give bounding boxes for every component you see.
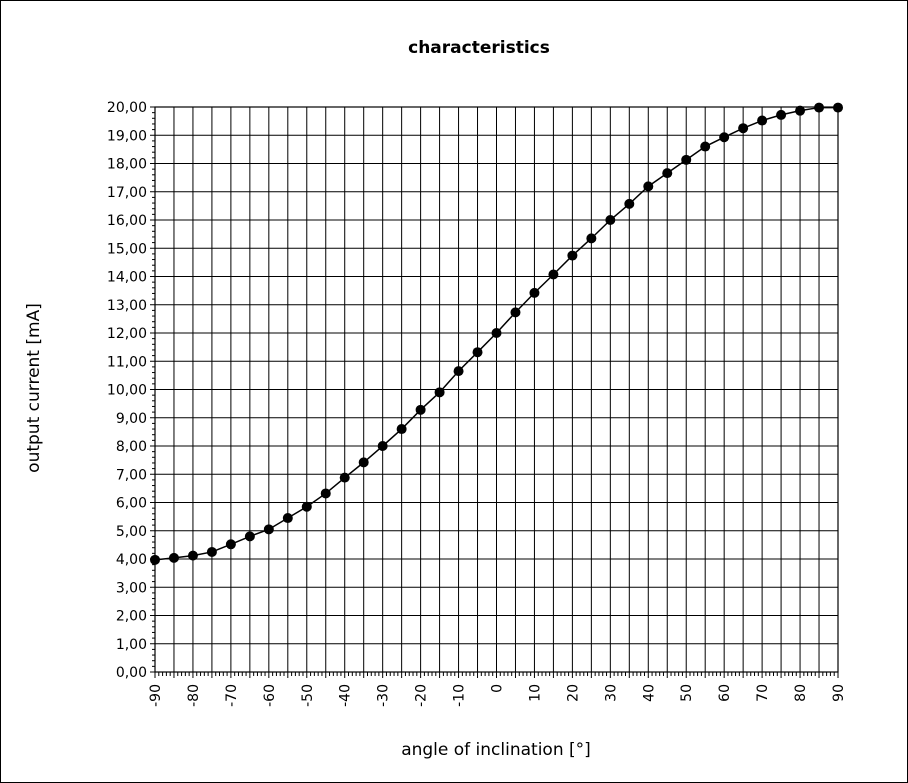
data-point [491, 328, 502, 338]
data-point [434, 387, 445, 398]
y-tick-label: 11,00 [107, 354, 147, 370]
data-point [510, 307, 521, 318]
x-tick-label: -40 [338, 684, 354, 707]
y-tick-label: 19,00 [107, 128, 147, 144]
x-tick-label: -50 [300, 684, 316, 707]
y-tick-label: 5,00 [116, 524, 147, 540]
data-point [187, 550, 198, 561]
data-point [681, 154, 692, 165]
x-tick-label: 30 [603, 684, 619, 702]
data-point [168, 552, 179, 563]
data-point [624, 198, 635, 209]
data-point [833, 102, 843, 113]
series [150, 102, 843, 565]
x-tick-label: -20 [414, 684, 430, 707]
y-tick-label: 8,00 [116, 439, 147, 455]
x-tick-label: 0 [490, 684, 506, 693]
data-point [415, 404, 426, 415]
data-point [586, 233, 597, 244]
y-tick-label: 17,00 [107, 185, 147, 201]
data-point [719, 132, 730, 143]
x-tick-label: 20 [565, 684, 581, 702]
data-point [814, 102, 825, 113]
y-tick-label: 9,00 [116, 411, 147, 427]
data-point [206, 546, 217, 557]
y-tick-label: 0,00 [116, 665, 147, 681]
y-tick-label: 4,00 [116, 552, 147, 568]
x-tick-label: -90 [148, 684, 164, 707]
x-tick-label: 70 [755, 684, 771, 702]
data-point [605, 215, 616, 225]
x-tick-label: 50 [679, 684, 695, 702]
data-point [320, 488, 331, 499]
y-tick-label: 10,00 [107, 383, 147, 399]
data-point [244, 531, 255, 542]
y-tick-label: 3,00 [116, 580, 147, 596]
x-tick-label: 40 [641, 684, 657, 702]
x-tick-label: -80 [186, 684, 202, 707]
y-tick-label: 13,00 [107, 298, 147, 314]
y-axis-label: output current [mA] [24, 303, 44, 473]
data-point [643, 181, 654, 192]
data-point [263, 524, 274, 535]
chart-title: characteristics [408, 38, 550, 58]
y-tick-label: 2,00 [116, 609, 147, 625]
x-tick-label: -30 [376, 684, 392, 707]
data-point [282, 513, 293, 524]
data-point [548, 269, 559, 280]
y-tick-label: 18,00 [107, 157, 147, 173]
data-point [776, 109, 787, 120]
data-point [529, 287, 540, 298]
x-tick-label: 90 [831, 684, 847, 702]
data-point [453, 366, 464, 377]
data-point [225, 539, 236, 550]
x-tick-label: -70 [224, 684, 240, 707]
y-tick-label: 14,00 [107, 270, 147, 286]
data-point [567, 250, 578, 261]
data-point [301, 501, 312, 512]
y-tick-label: 16,00 [107, 213, 147, 229]
x-tick-label: -60 [262, 684, 278, 707]
grid [155, 107, 838, 672]
x-tick-label: -10 [452, 684, 468, 707]
data-point [358, 457, 369, 468]
y-tick-label: 12,00 [107, 326, 147, 342]
y-tick-label: 6,00 [116, 496, 147, 512]
y-tick-label: 7,00 [116, 467, 147, 483]
data-point [150, 554, 160, 565]
y-tick-label: 1,00 [116, 637, 147, 653]
x-tick-label: 60 [717, 684, 733, 702]
x-tick-labels: -90 -80 -70 -60 -50 -40 -30 -20 -10 0 10 20 30 40 50 60… [148, 684, 847, 707]
data-point [377, 441, 388, 451]
y-tick-labels: 0,00 1,00 2,00 3,00 4,00 5,00 6,00 7,00 8,00 9,00… [107, 100, 147, 681]
data-point [757, 115, 768, 126]
data-point [738, 123, 749, 134]
data-point [795, 105, 806, 116]
y-tick-label: 15,00 [107, 241, 147, 257]
data-point [662, 168, 673, 179]
data-point [396, 424, 407, 435]
axes [150, 106, 839, 678]
x-tick-label: 80 [793, 684, 809, 702]
data-point [339, 472, 350, 483]
x-tick-label: 10 [527, 684, 543, 702]
data-point [472, 347, 483, 358]
x-axis-label: angle of inclination [°] [401, 740, 591, 760]
y-tick-label: 20,00 [107, 100, 147, 116]
data-point [700, 141, 711, 152]
